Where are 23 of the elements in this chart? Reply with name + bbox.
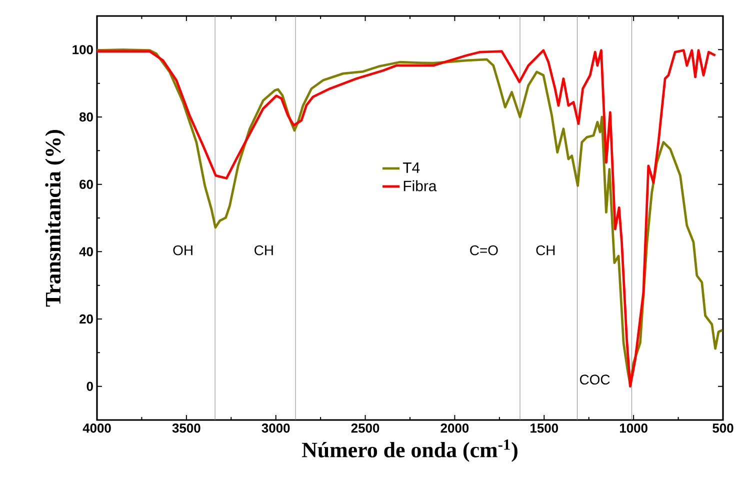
y-tick-label: 0: [86, 382, 93, 391]
x-tick-label: 2500: [351, 424, 380, 433]
x-tick-label: 3000: [262, 424, 290, 433]
ref-line-label: C=O: [470, 245, 498, 256]
x-tick-label: 1000: [620, 424, 648, 433]
x-tick-label: 500: [712, 424, 734, 433]
ref-line-label: COC: [580, 374, 610, 385]
y-tick-label: 100: [72, 45, 93, 54]
ref-line-label: CH: [254, 245, 273, 256]
x-axis-title: Número de onda (cm$^{-1}$): [302, 440, 518, 462]
y-tick-label: 80: [79, 112, 93, 122]
ref-line-label: CH: [536, 245, 555, 256]
y-tick-label: 40: [79, 247, 93, 256]
ref-line-label: OH: [173, 245, 192, 256]
legend-label: Fibra: [404, 180, 437, 192]
x-tick-label: 3500: [172, 424, 200, 433]
y-tick-label: 60: [80, 180, 93, 189]
legend-label: T4: [403, 162, 420, 173]
x-tick-label: 4000: [82, 424, 111, 433]
y-tick-label: 20: [80, 314, 93, 324]
x-tick-label: 2000: [440, 424, 469, 433]
x-tick-label: 1500: [530, 424, 558, 433]
y-axis-title: Transmitancia (%): [45, 130, 66, 307]
